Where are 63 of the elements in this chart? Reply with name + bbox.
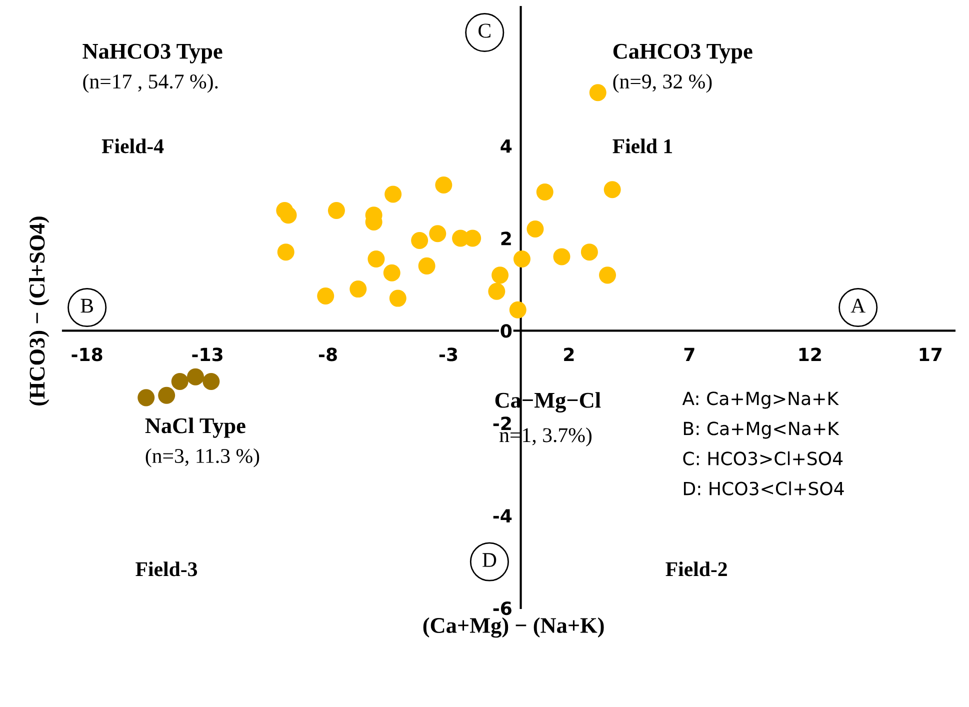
- point: [389, 290, 406, 307]
- point: [328, 202, 345, 219]
- point: [492, 266, 509, 284]
- annotation: C: HCO3>Cl+SO4: [683, 451, 843, 466]
- annotation: Field 1: [612, 138, 672, 154]
- x-tick-label: 2: [564, 348, 574, 362]
- annotation: NaHCO3 Type: [82, 44, 222, 64]
- point: [418, 257, 436, 274]
- x-tick-label: -13: [192, 348, 222, 362]
- point: [411, 232, 428, 250]
- point: [488, 282, 506, 300]
- point: [187, 368, 204, 386]
- point: [280, 206, 297, 224]
- point: [350, 280, 367, 298]
- point: [553, 248, 570, 266]
- y-axis-title: (HCO3) − (Cl+SO4): [29, 216, 50, 406]
- point: [509, 301, 526, 318]
- annotation: D: [482, 553, 496, 567]
- point: [513, 250, 530, 268]
- annotation: Field-2: [666, 562, 727, 576]
- x-tick-label: -8: [318, 348, 337, 362]
- y-tick-label: -2: [493, 416, 511, 430]
- annotation: D: HCO3<Cl+SO4: [684, 481, 844, 496]
- annotation: (n=9, 32 %): [613, 74, 712, 93]
- annotation: B: [80, 298, 94, 313]
- annotation: A: Ca+Mg>Na+K: [682, 392, 839, 409]
- annotation: A: [850, 298, 866, 313]
- point: [383, 264, 400, 282]
- point: [536, 183, 554, 200]
- annotation: B: Ca+Mg<Na+K: [684, 422, 840, 439]
- x-tick-label: -18: [72, 348, 102, 362]
- point: [429, 225, 446, 242]
- x-axis-title: (Ca+Mg) − (Na+K): [423, 617, 604, 638]
- annotation: Field-4: [102, 138, 164, 154]
- x-tick-label: 7: [684, 348, 694, 362]
- point: [317, 287, 334, 304]
- x-tick-label: 12: [799, 348, 821, 362]
- annotation: (n=3, 11.3 %): [146, 448, 260, 468]
- y-tick-label: -6: [493, 601, 512, 616]
- point: [589, 84, 606, 102]
- y-tick-label: 2: [501, 232, 511, 246]
- annotation: CaHCO3 Type: [613, 44, 752, 64]
- x-tick-label: -3: [439, 348, 458, 362]
- point: [138, 389, 155, 406]
- annotation: (n=17 , 54.7 %).: [83, 74, 218, 93]
- point: [435, 176, 452, 194]
- point: [277, 244, 294, 261]
- point: [526, 220, 544, 238]
- y-tick-label: -4: [493, 509, 512, 522]
- point: [604, 181, 621, 198]
- point: [158, 386, 176, 404]
- point: [599, 266, 616, 284]
- y-tick-label: 0: [500, 324, 512, 338]
- annotation: Field-3: [136, 562, 198, 576]
- annotation: C: [478, 24, 490, 38]
- point: [368, 250, 385, 268]
- point: [171, 373, 188, 390]
- x-tick-label: 17: [920, 348, 942, 362]
- point: [580, 244, 598, 261]
- point: [202, 373, 220, 390]
- annotation: NaCl Type: [145, 418, 246, 438]
- y-tick-label: 4: [500, 139, 512, 153]
- point: [384, 186, 402, 203]
